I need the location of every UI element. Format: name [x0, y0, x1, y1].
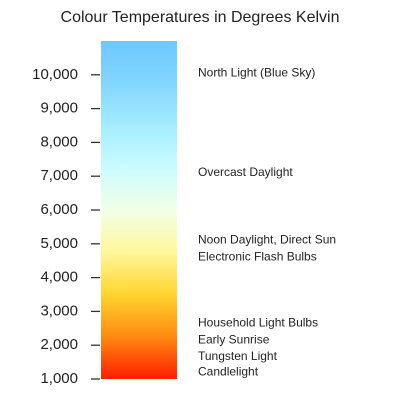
y-tick-label: 8,000: [40, 133, 78, 150]
annotation: Overcast Daylight: [198, 165, 293, 179]
annotation: North Light (Blue Sky): [198, 65, 315, 79]
annotation: Noon Daylight, Direct Sun: [198, 233, 336, 247]
annotation: Electronic Flash Bulbs: [198, 249, 317, 263]
y-tick-label: 1,000: [40, 370, 78, 387]
annotation: Tungsten Light: [198, 349, 278, 363]
y-tick-label: 7,000: [40, 167, 78, 184]
y-tick-label: 10,000: [32, 66, 78, 83]
y-tick-label: 3,000: [40, 302, 78, 319]
y-tick-label: 4,000: [40, 269, 78, 286]
color-bar: [101, 41, 177, 379]
y-tick-label: 6,000: [40, 201, 78, 218]
annotation: Candlelight: [198, 364, 259, 378]
y-tick-label: 5,000: [40, 235, 78, 252]
y-tick-label: 2,000: [40, 336, 78, 353]
annotation: Early Sunrise: [198, 332, 270, 346]
annotation: Household Light Bulbs: [198, 315, 318, 329]
chart-title: Colour Temperatures in Degrees Kelvin: [61, 9, 340, 26]
y-tick-label: 9,000: [40, 100, 78, 117]
